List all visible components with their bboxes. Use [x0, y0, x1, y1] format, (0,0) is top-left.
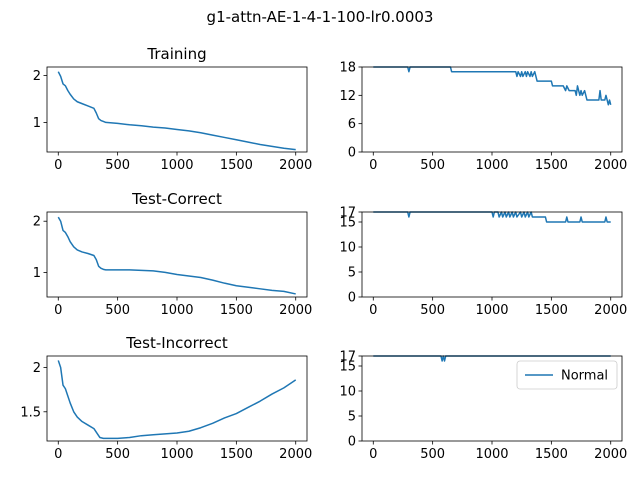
series-line-4-1	[373, 211, 611, 223]
y-tick-label: 6	[348, 117, 356, 132]
y-tick-label: 5	[348, 266, 356, 281]
axes-frame	[361, 211, 623, 298]
x-tick-label: 2000	[594, 303, 627, 318]
x-tick-label: 500	[105, 303, 130, 318]
series-line-2-1	[373, 66, 612, 106]
x-tick-label: 2000	[279, 303, 312, 318]
x-tick-label: 2000	[594, 158, 627, 173]
legend-frame	[516, 360, 618, 390]
subplot-5: 0 500 1000 1500 2000 1.5 2 Test-Incorrect	[20, 334, 312, 462]
x-tick-label: 1500	[220, 303, 253, 318]
axes-frame	[46, 355, 308, 442]
y-tick-label: 15	[339, 216, 356, 231]
x-tick-label: 0	[54, 303, 62, 318]
legend-label: Normal	[561, 369, 608, 384]
y-tick-label: 1	[33, 266, 41, 281]
y-tick-label: 2	[33, 361, 41, 376]
subplot-title: Test-Correct	[131, 190, 222, 208]
y-tick-label: 18	[339, 61, 356, 76]
x-tick-label: 1000	[160, 158, 193, 173]
y-tick-label: 0	[348, 146, 356, 161]
axes-frame	[46, 66, 308, 153]
y-tick-label: 15	[339, 360, 356, 375]
y-tick-label: 10	[339, 385, 356, 400]
y-tick-label: 17	[339, 206, 356, 221]
x-tick-label: 1500	[535, 447, 568, 462]
x-tick-label: 2000	[279, 447, 312, 462]
subplot-2: 0 500 1000 1500 2000 0 6 12 18	[339, 61, 627, 174]
x-tick-label: 0	[369, 303, 377, 318]
y-tick-label: 2	[33, 215, 41, 230]
x-tick-label: 1000	[475, 447, 508, 462]
x-tick-label: 2000	[594, 447, 627, 462]
x-tick-label: 0	[54, 447, 62, 462]
subplot-3: 0 500 1000 1500 2000 1 2 Test-Correct	[33, 190, 313, 318]
y-tick-label: 12	[339, 89, 356, 104]
y-tick-label: 1	[33, 116, 41, 131]
y-tick-label: 17	[339, 350, 356, 365]
x-tick-label: 1500	[220, 447, 253, 462]
x-tick-label: 500	[420, 447, 445, 462]
x-tick-label: 1000	[160, 447, 193, 462]
x-tick-label: 0	[54, 158, 62, 173]
y-tick-label: 0	[348, 291, 356, 306]
x-tick-label: 500	[105, 158, 130, 173]
series-line-6-1	[373, 355, 611, 362]
series-line-5-1	[57, 360, 297, 440]
x-tick-label: 2000	[279, 158, 312, 173]
axes-frame	[46, 211, 308, 298]
x-tick-label: 1500	[220, 158, 253, 173]
axes-frame	[361, 66, 623, 153]
x-tick-label: 1000	[475, 158, 508, 173]
subplot-title: Test-Incorrect	[125, 334, 228, 352]
y-tick-label: 0	[348, 435, 356, 450]
x-tick-label: 0	[369, 158, 377, 173]
y-tick-label: 2	[33, 69, 41, 84]
x-tick-label: 1500	[535, 303, 568, 318]
y-tick-label: 1.5	[20, 405, 41, 420]
x-tick-label: 1000	[160, 303, 193, 318]
subplot-title: Training	[146, 45, 206, 63]
figure-suptitle: g1-attn-AE-1-4-1-100-lr0.0003	[207, 8, 434, 26]
x-tick-label: 0	[369, 447, 377, 462]
subplot-1: 0 500 1000 1500 2000 1 2 Training	[33, 45, 313, 173]
y-tick-label: 10	[339, 241, 356, 256]
legend: Normal	[516, 360, 618, 390]
x-tick-label: 500	[420, 303, 445, 318]
x-tick-label: 500	[420, 158, 445, 173]
x-tick-label: 1000	[475, 303, 508, 318]
y-tick-label: 5	[348, 410, 356, 425]
x-tick-label: 500	[105, 447, 130, 462]
series-line-3-1	[57, 216, 296, 295]
series-line-1-1	[57, 71, 296, 151]
x-tick-label: 1500	[535, 158, 568, 173]
